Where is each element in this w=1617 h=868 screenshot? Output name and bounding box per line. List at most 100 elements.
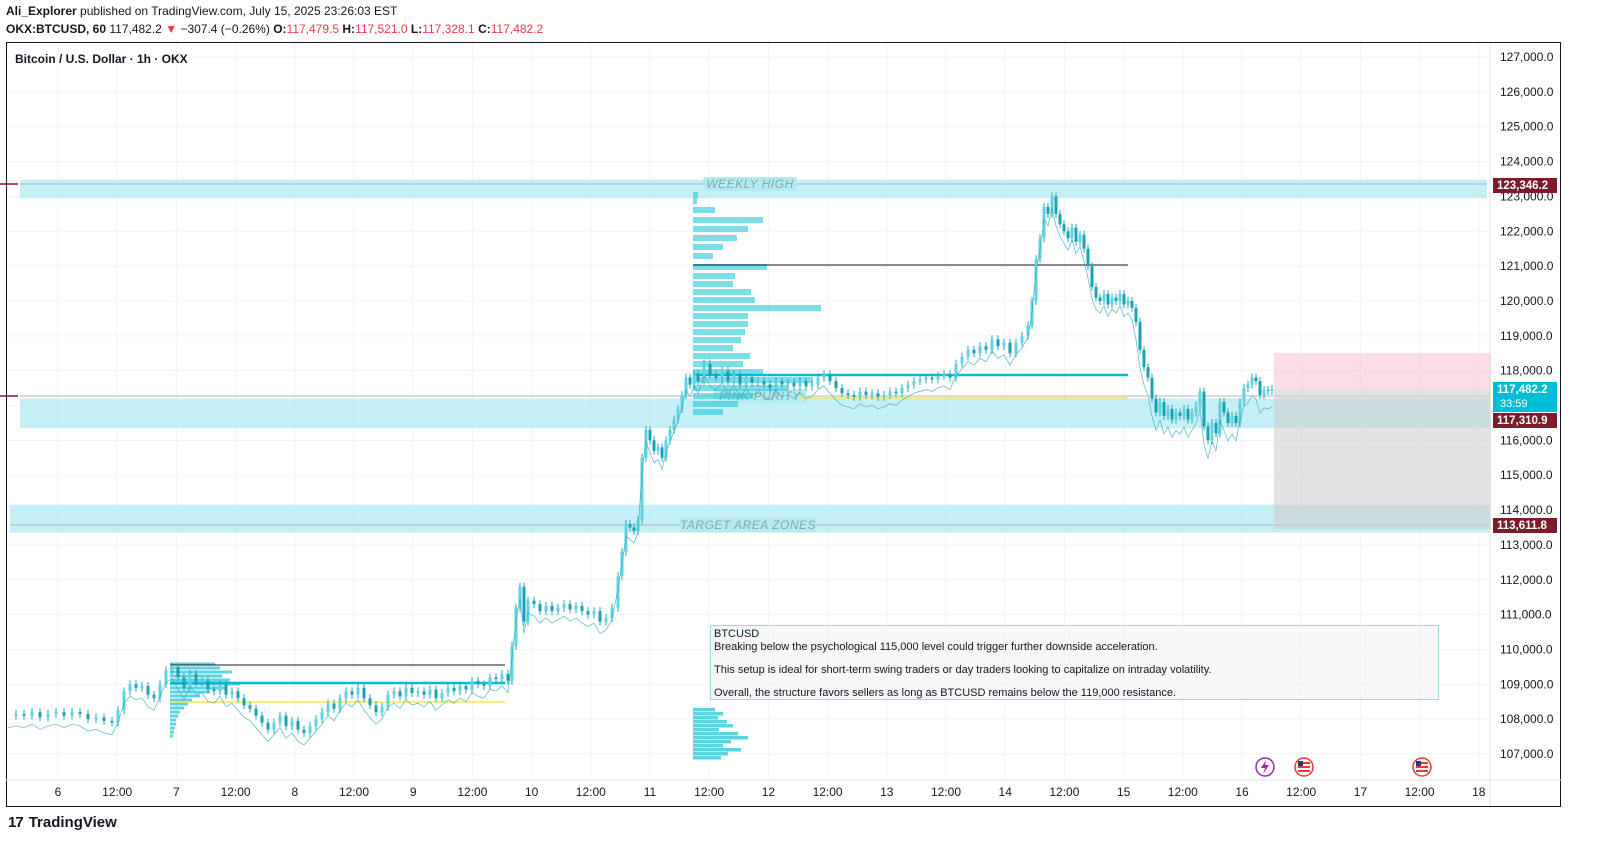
candle-body [522, 586, 526, 622]
candle-body [1166, 408, 1170, 416]
profile-bar [693, 409, 723, 415]
profile-bar [693, 192, 698, 198]
lightning-icon[interactable] [1255, 757, 1275, 777]
candle-body [1226, 412, 1230, 423]
candle-body [586, 611, 590, 615]
candle-body [616, 576, 620, 608]
profile-bar [693, 716, 718, 720]
price-label-text: 113,611.8 [1497, 520, 1547, 532]
chart-legend-title[interactable]: Bitcoin / U.S. Dollar · 1h · OKX [15, 52, 188, 66]
y-tick-label: 109,000.0 [1500, 677, 1554, 691]
candle-body [870, 393, 874, 396]
candle-body [744, 377, 748, 385]
x-tick-label: 12 [762, 785, 776, 799]
candle-body [888, 391, 892, 396]
zone-label-bg [679, 518, 817, 532]
candle-body [894, 391, 898, 394]
candle-body [1042, 206, 1046, 239]
time-axis: 6 12:00 7 12:00 8 12:00 9 12:00 10 12:00 11 12:00 12… [6, 779, 1561, 799]
candle-body [804, 381, 808, 387]
profile-bar [693, 720, 727, 724]
price-label-text: 123,346.2 [1497, 180, 1548, 192]
candle-body [1266, 389, 1270, 391]
candle-body [1242, 388, 1246, 403]
y-tick-label: 113,000.0 [1500, 538, 1553, 552]
candle-body [102, 717, 106, 721]
author-name[interactable]: Ali_Explorer [6, 4, 77, 18]
candle-body [78, 712, 82, 714]
candle-body [732, 374, 736, 382]
candle-body [1254, 377, 1258, 382]
candle-body [434, 689, 438, 699]
x-tick-label: 12:00 [457, 785, 487, 799]
tradingview-mark-icon: 17 [8, 814, 24, 831]
candle-body [1074, 227, 1078, 242]
candle-body [828, 374, 832, 382]
candle-body [568, 604, 572, 610]
profile-bar [693, 321, 748, 327]
price-label-tag [1493, 518, 1557, 533]
x-tick-label: 12:00 [813, 785, 843, 799]
candle-body [182, 677, 186, 688]
candle-body [94, 717, 98, 720]
candle-body [422, 691, 426, 695]
x-tick-label: 13 [880, 785, 894, 799]
candle-body [726, 370, 730, 382]
profile-bar [170, 686, 225, 690]
candle-body [858, 391, 862, 397]
candle-body [14, 713, 18, 716]
candle-body [592, 611, 596, 615]
candle-body [1202, 391, 1206, 427]
candle-body [684, 377, 688, 396]
candle-body [320, 712, 324, 720]
candle-body [598, 611, 602, 622]
candle-body [1062, 224, 1066, 232]
high-value: 117,521.0 [355, 22, 408, 36]
candle-body [532, 600, 536, 605]
profile-bar [693, 712, 723, 716]
profile-bar [170, 702, 188, 706]
candle-body [1178, 412, 1182, 416]
profile-bar [693, 281, 733, 287]
x-tick-label: 12:00 [931, 785, 961, 799]
candle-body [314, 719, 318, 727]
x-tick-label: 6 [55, 785, 62, 799]
us-flag-icon[interactable] [1412, 757, 1432, 777]
profile-bar [170, 698, 192, 702]
candle-body [1150, 377, 1154, 399]
candle-body [924, 377, 928, 380]
candle-body [562, 604, 566, 608]
note-line: This setup is ideal for short-term swing… [714, 664, 1212, 676]
candle-body [1170, 408, 1174, 420]
profile-bar [693, 264, 767, 270]
candle-body [580, 605, 584, 612]
candle-body [990, 339, 994, 350]
candle-body [1130, 300, 1134, 308]
candle-body [514, 607, 518, 646]
candle-body [242, 698, 246, 706]
candle-body [906, 384, 910, 389]
y-tick-label: 115,000.0 [1500, 468, 1553, 482]
tradingview-logo[interactable]: 17 TradingView [8, 814, 117, 831]
candle-body [398, 691, 402, 697]
profile-bar [693, 728, 719, 732]
candle-body [1246, 384, 1250, 389]
candle-body [1158, 402, 1162, 413]
low-value: 117,328.1 [422, 22, 475, 36]
candle-body [1090, 266, 1094, 288]
candle-body [302, 729, 306, 734]
candle-body [840, 388, 844, 394]
us-flag-icon[interactable] [1294, 757, 1314, 777]
profile-bar [170, 726, 175, 730]
candle-body [1050, 196, 1054, 214]
price-label-layer: 123,346.2 117,482.2 33:59 117,310.9 113,611.… [1493, 178, 1557, 533]
y-tick-label: 122,000.0 [1500, 224, 1554, 238]
candle-body [1106, 293, 1110, 305]
profile-bar [693, 313, 748, 319]
candle-body [1142, 349, 1146, 368]
candle-body [212, 689, 216, 692]
analysis-note[interactable]: BTCUSD Breaking below the psychological … [710, 625, 1439, 700]
candle-body [786, 382, 790, 385]
candle-body [200, 680, 204, 683]
